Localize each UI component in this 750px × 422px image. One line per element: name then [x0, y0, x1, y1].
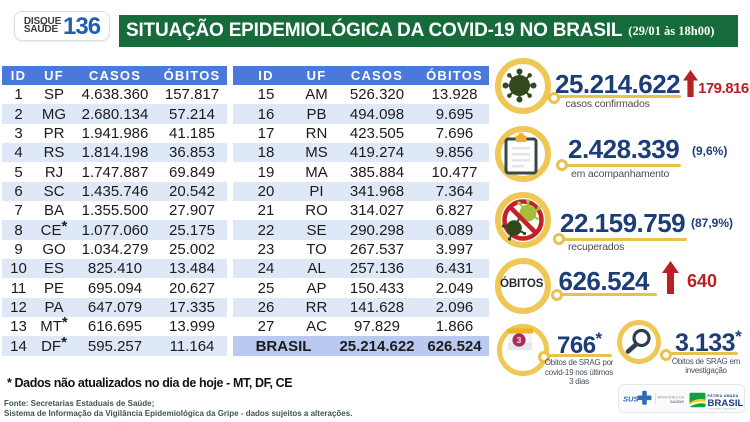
- svg-text:GOVERNO FEDERAL: GOVERNO FEDERAL: [708, 408, 738, 411]
- svg-text:MINISTÉRIO DA: MINISTÉRIO DA: [657, 395, 685, 400]
- svg-text:BRASIL: BRASIL: [708, 398, 744, 409]
- svg-text:PÁTRIA AMADA: PÁTRIA AMADA: [708, 393, 739, 398]
- svg-text:SUS: SUS: [623, 395, 638, 404]
- svg-text:SAÚDE: SAÚDE: [670, 399, 684, 404]
- svg-text:3: 3: [517, 335, 522, 345]
